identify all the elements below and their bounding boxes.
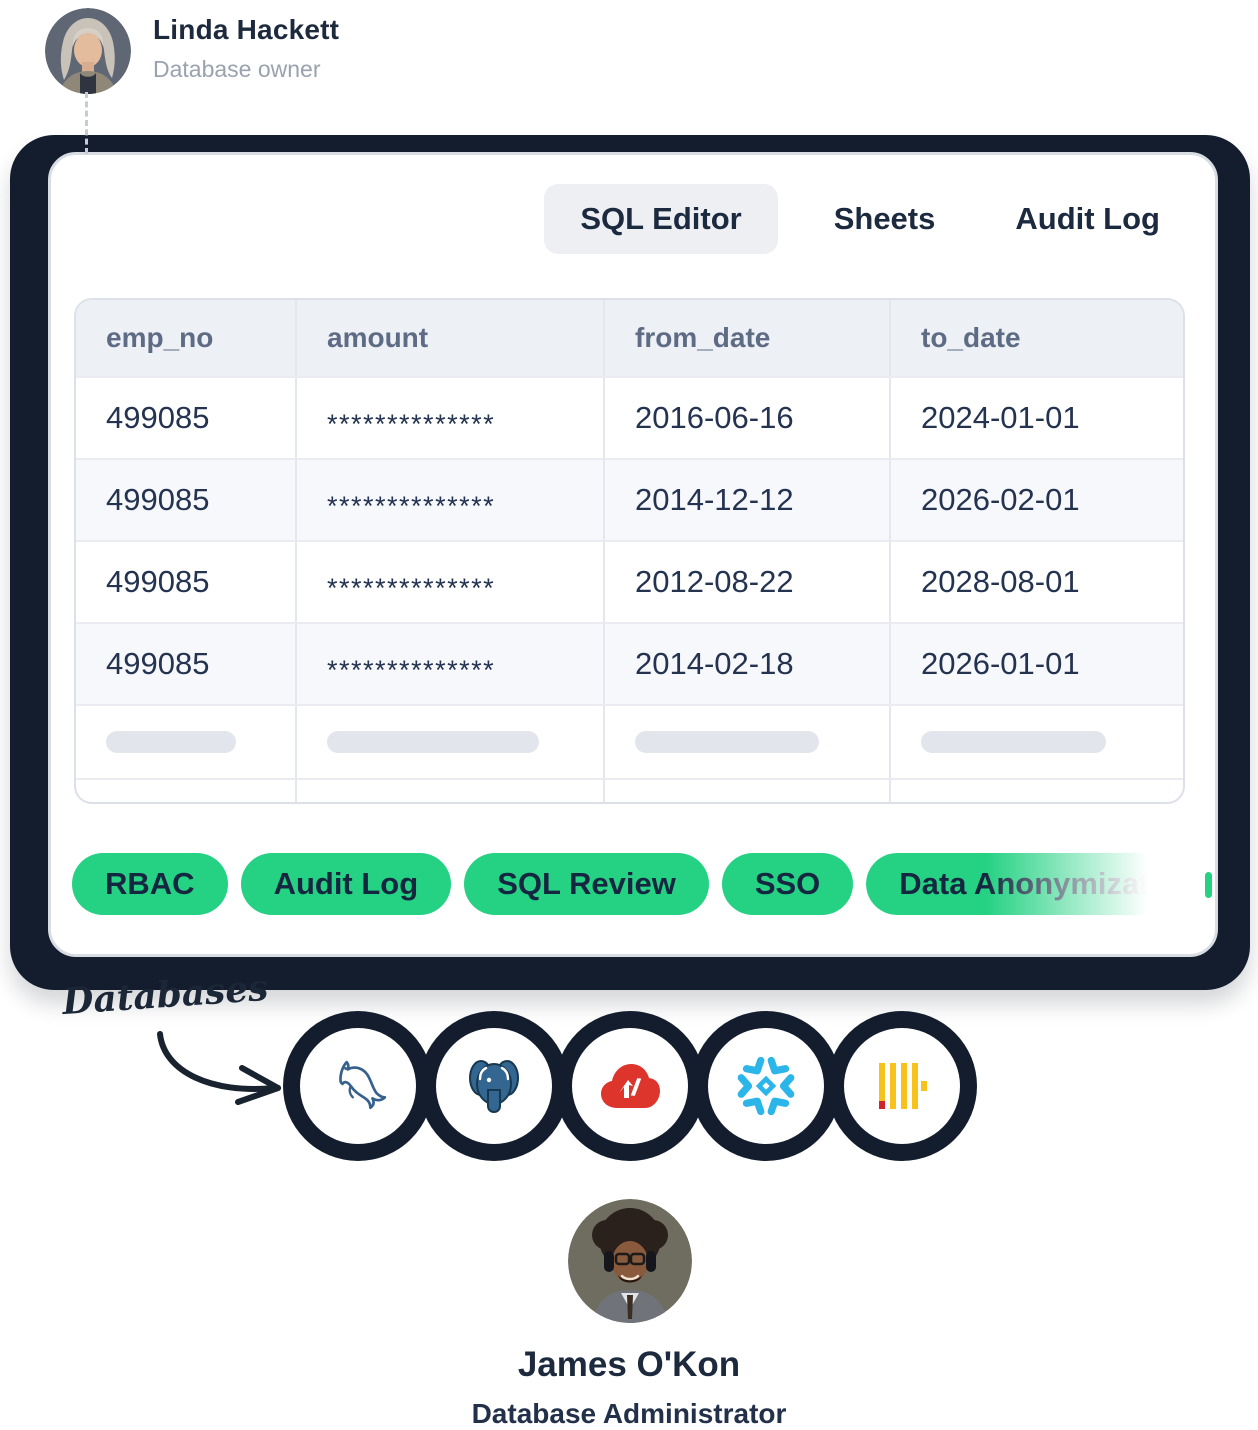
skeleton-cell	[76, 704, 297, 778]
db-circle-snowflake	[708, 1028, 824, 1144]
db-circle-tidb	[572, 1028, 688, 1144]
badge-edge-sliver	[1205, 872, 1212, 898]
column-header: amount	[297, 300, 605, 376]
owner-role: Database owner	[153, 56, 321, 82]
table-row: 499085 ************** 2014-02-18 2026-01…	[76, 622, 1183, 704]
table-row: 499085 ************** 2014-12-12 2026-02…	[76, 458, 1183, 540]
dashed-connector-line	[85, 92, 88, 154]
clickhouse-icon	[879, 1063, 927, 1109]
masked-value: **************	[327, 654, 496, 685]
cell-from-date: 2014-12-12	[605, 458, 891, 540]
postgresql-icon	[469, 1060, 519, 1114]
cell-amount-masked: **************	[297, 376, 605, 458]
table-row-empty	[76, 778, 1183, 802]
table-header-row: emp_no amount from_date to_date	[76, 300, 1183, 376]
empty-cell	[76, 778, 297, 802]
linda-portrait	[45, 8, 131, 94]
tab-audit-log[interactable]: Audit Log	[1015, 201, 1160, 236]
skeleton-bar	[635, 731, 819, 753]
skeleton-bar	[106, 731, 236, 753]
column-header: emp_no	[76, 300, 297, 376]
badge-sso: SSO	[721, 853, 854, 915]
owner-profile: Linda Hackett Database owner	[45, 8, 339, 94]
badge-rbac: RBAC	[72, 853, 228, 915]
results-table: emp_no amount from_date to_date 499085 *…	[74, 298, 1185, 804]
tidb-cloud-icon	[601, 1064, 660, 1108]
tab-bar: SQL Editor Sheets Audit Log	[544, 184, 1160, 254]
badge-sql-review: SQL Review	[464, 853, 709, 915]
cell-from-date: 2014-02-18	[605, 622, 891, 704]
masked-value: **************	[327, 490, 496, 521]
db-circle-clickhouse	[844, 1028, 960, 1144]
avatar	[45, 8, 131, 94]
james-portrait	[568, 1199, 692, 1323]
cell-from-date: 2016-06-16	[605, 376, 891, 458]
avatar	[568, 1199, 692, 1323]
cell-emp-no: 499085	[76, 540, 297, 622]
owner-name: Linda Hackett	[153, 14, 340, 45]
skeleton-cell	[605, 704, 891, 778]
badge-data-anonymization: Data Anonymization	[866, 853, 1167, 915]
table-row-loading	[76, 704, 1183, 778]
empty-cell	[891, 778, 1183, 802]
empty-cell	[297, 778, 605, 802]
cell-to-date: 2026-02-01	[891, 458, 1183, 540]
admin-name: James O'Kon	[517, 1345, 741, 1384]
tab-sheets[interactable]: Sheets	[833, 201, 936, 236]
cell-amount-masked: **************	[297, 622, 605, 704]
column-header: to_date	[891, 300, 1183, 376]
hand-drawn-arrow	[157, 1031, 281, 1105]
feature-badges: RBAC Audit Log SQL Review SSO Data Anony…	[72, 853, 1167, 915]
cell-to-date: 2028-08-01	[891, 540, 1183, 622]
skeleton-cell	[297, 704, 605, 778]
masked-value: **************	[327, 572, 496, 603]
cell-amount-masked: **************	[297, 458, 605, 540]
cell-to-date: 2024-01-01	[891, 376, 1183, 458]
masked-value: **************	[327, 408, 496, 439]
skeleton-cell	[891, 704, 1183, 778]
skeleton-bar	[327, 731, 539, 753]
table-row: 499085 ************** 2016-06-16 2024-01…	[76, 376, 1183, 458]
tab-sql-editor[interactable]: SQL Editor	[544, 184, 778, 254]
mysql-icon	[339, 1060, 387, 1110]
db-circle-mysql	[300, 1028, 416, 1144]
cell-to-date: 2026-01-01	[891, 622, 1183, 704]
cell-emp-no: 499085	[76, 376, 297, 458]
cell-emp-no: 499085	[76, 458, 297, 540]
admin-role: Database Administrator	[471, 1398, 787, 1429]
table-row: 499085 ************** 2012-08-22 2028-08…	[76, 540, 1183, 622]
empty-cell	[605, 778, 891, 802]
db-circle-postgresql	[436, 1028, 552, 1144]
skeleton-bar	[921, 731, 1106, 753]
cell-emp-no: 499085	[76, 622, 297, 704]
cell-amount-masked: **************	[297, 540, 605, 622]
column-header: from_date	[605, 300, 891, 376]
cell-from-date: 2012-08-22	[605, 540, 891, 622]
badge-audit-log: Audit Log	[240, 853, 452, 915]
snowflake-icon	[737, 1056, 795, 1116]
